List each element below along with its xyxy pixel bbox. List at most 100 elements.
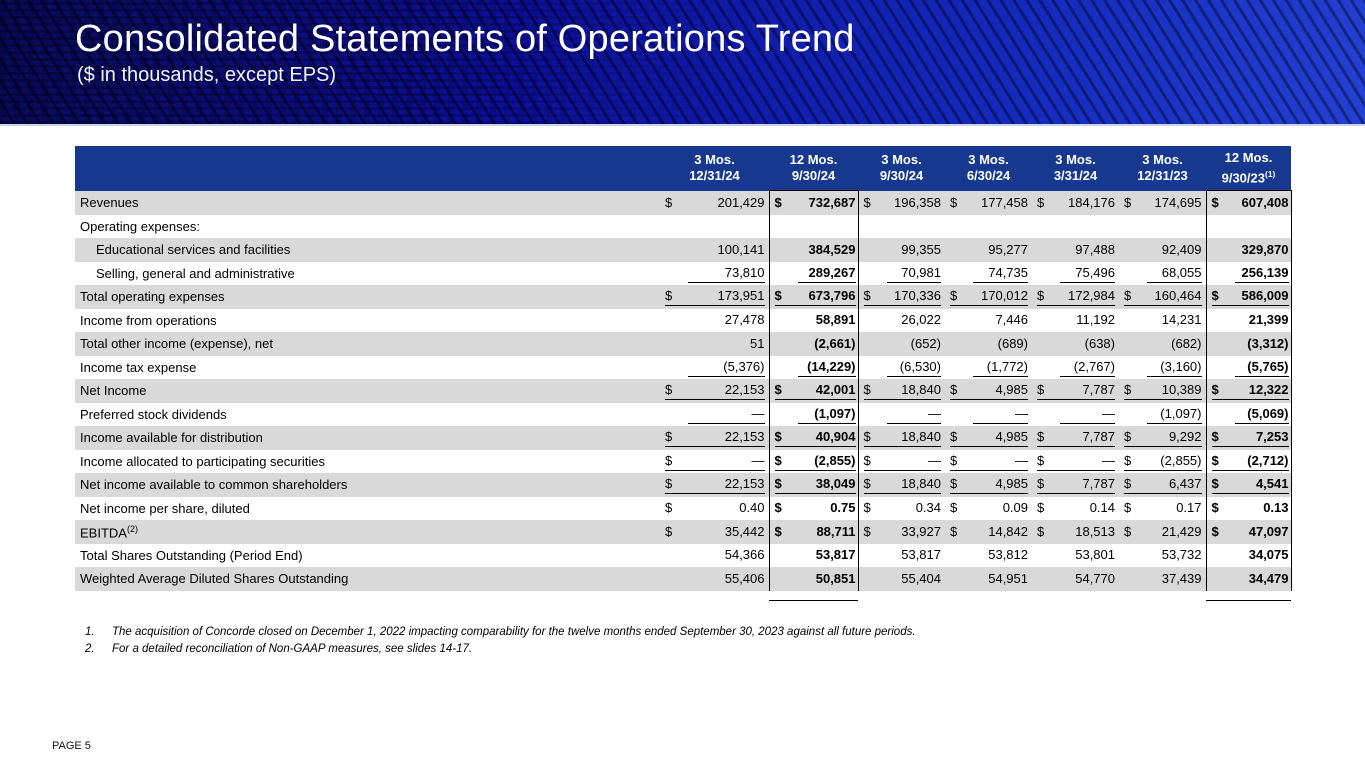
dollar-sign: $: [665, 452, 673, 468]
cell-value: 289,267: [808, 264, 856, 280]
table-row: Educational services and facilities 100,1…: [75, 238, 1292, 262]
dollar-sign: $: [1211, 429, 1219, 445]
dollar-sign: $: [774, 288, 782, 304]
footnote-2: 2. For a detailed reconciliation of Non-…: [85, 641, 916, 658]
spacer-cell: [858, 590, 945, 600]
table-row: Preferred stock dividends — (1,097) — — — (1,0…: [75, 402, 1292, 427]
row-label: Total other income (expense), net: [75, 332, 660, 356]
value-cell: (5,376): [660, 356, 769, 380]
cell-value: 173,951: [717, 288, 765, 304]
value-cell: [660, 215, 769, 239]
table-row: Total Shares Outstanding (Period End) 54,…: [75, 543, 1292, 568]
cell-value: (682): [1171, 335, 1202, 351]
value-cell: (3,312): [1205, 332, 1292, 356]
table-row: Income tax expense (5,376) (14,229) (6,530)…: [75, 355, 1292, 380]
table-row: Net Income $22,153 $42,001 $18,840 $4,985 $7,…: [75, 379, 1292, 403]
cell-value: 170,012: [981, 288, 1028, 304]
value-cell: $0.40: [660, 497, 769, 521]
dollar-sign: $: [774, 523, 782, 539]
value-cell: 27,478: [660, 309, 769, 333]
cell-value: 0.09: [1002, 500, 1028, 516]
value-cell: $4,541: [1205, 473, 1292, 497]
value-cell: $18,840: [858, 473, 945, 497]
value-cell: 97,488: [1032, 238, 1119, 262]
footnote-marker: 2.: [85, 643, 95, 655]
value-cell: 54,366: [660, 544, 769, 568]
value-cell: [768, 214, 859, 238]
value-cell: 55,404: [858, 567, 945, 591]
cell-value: —: [928, 452, 941, 468]
column-header: 3 Mos. 3/31/24: [1032, 146, 1119, 191]
value-cell: 53,801: [1032, 544, 1119, 568]
value-cell: $732,687: [768, 190, 859, 215]
dollar-sign: $: [950, 429, 958, 445]
footnotes: 1. The acquisition of Concorde closed on…: [85, 624, 916, 658]
value-cell: 54,951: [945, 567, 1032, 591]
cell-value: (689): [997, 335, 1028, 351]
value-cell: $174,695: [1119, 190, 1206, 215]
value-cell: $40,904: [768, 426, 859, 450]
column-header: 12 Mos. 9/30/23(1): [1206, 146, 1291, 191]
value-cell: $7,787: [1032, 379, 1119, 403]
cell-value: 37,439: [1161, 570, 1202, 586]
value-cell: $7,253: [1205, 426, 1292, 450]
cell-value: 99,355: [901, 241, 941, 257]
value-cell: 70,981: [858, 262, 945, 286]
value-cell: (652): [858, 332, 945, 356]
cell-value: (3,312): [1247, 335, 1289, 351]
cell-value: 177,458: [981, 194, 1028, 210]
cell-value: (1,772): [986, 358, 1028, 374]
table-row: Operating expenses:: [75, 214, 1292, 239]
value-cell: 34,479: [1205, 567, 1292, 591]
cell-value: 58,891: [815, 312, 856, 328]
value-cell: $ —: [945, 450, 1032, 474]
cell-value: (2,767): [1073, 358, 1115, 374]
value-cell: $0.09: [945, 497, 1032, 521]
cell-value: 172,984: [1068, 288, 1115, 304]
value-cell: $0.34: [858, 497, 945, 521]
row-label-header: [75, 146, 660, 191]
cell-value: 35,442: [724, 523, 765, 539]
spacer-cell: [1206, 590, 1291, 601]
table-row: Weighted Average Diluted Shares Outstand…: [75, 567, 1292, 591]
dollar-sign: $: [774, 382, 782, 398]
cell-value: 18,840: [901, 476, 941, 492]
dollar-sign: $: [863, 429, 871, 445]
value-cell: 100,141: [660, 238, 769, 262]
table-row: Net income available to common sharehold…: [75, 473, 1292, 497]
value-cell: $170,012: [945, 285, 1032, 309]
value-cell: (1,772): [945, 356, 1032, 380]
dollar-sign: $: [1211, 382, 1219, 398]
value-cell: 34,075: [1205, 543, 1292, 567]
dollar-sign: $: [1124, 500, 1132, 516]
dollar-sign: $: [950, 382, 958, 398]
cell-value: 92,409: [1161, 241, 1202, 257]
value-cell: —: [858, 403, 945, 427]
spacer-cell: [75, 590, 660, 600]
row-label: Income allocated to participating securi…: [80, 453, 325, 469]
financial-table: 3 Mos. 12/31/24 12 Mos. 9/30/24 3 Mos. 9/30/2…: [75, 146, 1292, 601]
dollar-sign: $: [774, 500, 782, 516]
value-cell: 99,355: [858, 238, 945, 262]
dollar-sign: $: [863, 382, 871, 398]
value-cell: 58,891: [768, 308, 859, 332]
cell-value: (5,376): [723, 358, 765, 374]
cell-value: (2,855): [1160, 452, 1202, 468]
cell-value: 26,022: [901, 312, 941, 328]
value-cell: $14,842: [945, 520, 1032, 544]
cell-value: —: [928, 405, 941, 421]
cell-value: 0.40: [739, 500, 765, 516]
dollar-sign: $: [665, 429, 673, 445]
dollar-sign: $: [1037, 523, 1045, 539]
dollar-sign: $: [1124, 476, 1132, 492]
cell-value: 4,985: [995, 476, 1028, 492]
cell-value: 160,464: [1154, 288, 1202, 304]
value-cell: $18,840: [858, 379, 945, 403]
cell-value: 0.34: [915, 500, 941, 516]
dollar-sign: $: [950, 476, 958, 492]
row-label: Operating expenses:: [80, 218, 200, 234]
cell-value: 55,404: [901, 570, 941, 586]
cell-value: 174,695: [1154, 194, 1202, 210]
value-cell: $7,787: [1032, 473, 1119, 497]
cell-value: 22,153: [724, 429, 765, 445]
